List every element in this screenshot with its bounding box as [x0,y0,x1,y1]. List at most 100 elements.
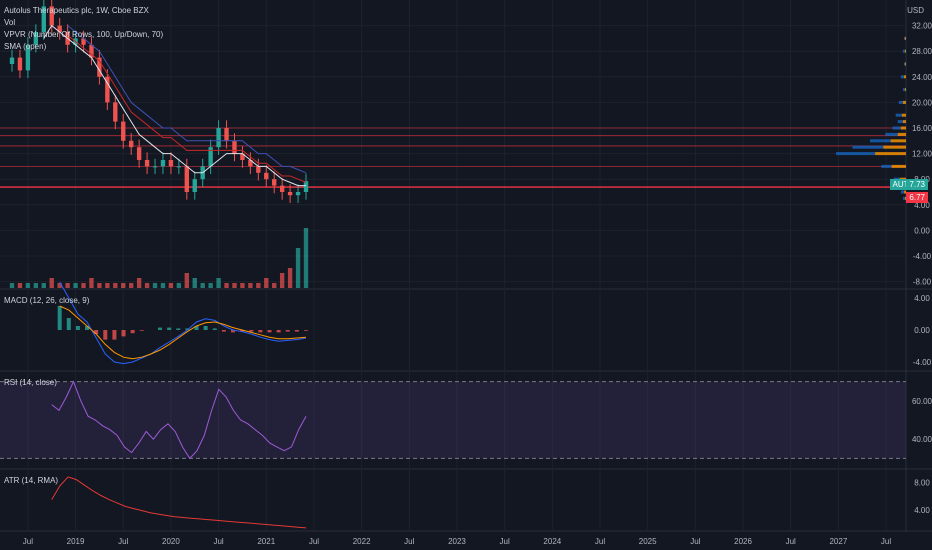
candle-body [121,121,126,141]
volume-bar [9,283,15,288]
candle-body [303,181,309,192]
volume-bar [200,283,205,288]
candle-body [33,32,39,45]
candle-body [113,102,118,122]
candle-body [81,38,86,45]
volume-bar [25,283,31,288]
volume-bar [240,283,245,288]
x-tick-label: 2023 [448,537,466,546]
x-tick-label: 2021 [257,537,275,546]
volume-bar [184,273,189,288]
vpvr-legend: VPVR (Number Of Rows, 100, Up/Down, 70) [4,30,164,39]
last-price-badge: 7.73 [906,179,928,190]
x-tick-label: Jul [690,537,700,546]
candle-body [152,166,158,168]
volume-bar [160,283,166,288]
atr-tick: 4.00 [914,506,930,515]
vpvr-down-bar [904,49,906,53]
candle-body [25,44,31,71]
x-tick-label: Jul [404,537,414,546]
volume-bar [176,283,182,288]
candle-body [97,57,102,77]
volume-bar [224,283,229,288]
vpvr-up-bar [900,190,904,194]
candle-body [216,128,221,148]
volume-bar [105,283,110,288]
macd-histogram-bar [294,330,299,332]
volume-bar [256,283,261,288]
macd-histogram-bar [285,330,290,332]
x-tick-label: Jul [118,537,128,546]
macd-histogram-bar [66,318,71,330]
vpvr-down-bar [904,196,906,200]
macd-histogram-bar [240,330,245,332]
ma-red-line [67,34,307,183]
y-tick-label: 12.00 [912,150,932,159]
y-tick-label: 32.00 [912,22,932,31]
volume-bar [113,283,118,288]
macd-histogram-bar [231,330,236,333]
volume-bar [57,283,62,288]
x-tick-label: 2025 [639,537,657,546]
macd-histogram-bar [212,328,217,330]
x-tick-label: Jul [500,537,510,546]
volume-bar [17,283,23,288]
vpvr-down-bar [902,120,906,124]
vpvr-up-bar [900,75,904,79]
macd-histogram-bar [203,326,208,330]
y-tick-label: 24.00 [912,73,932,82]
candle-body [41,6,46,33]
macd-histogram-bar [185,328,190,330]
macd-histogram-bar [130,330,135,334]
vpvr-up-bar [885,132,898,136]
candle-body [144,160,150,167]
sma-legend: SMA (open) [4,42,47,51]
vpvr-up-bar [902,49,905,53]
volume-bar [121,283,126,288]
macd-histogram-bar [85,326,90,330]
macd-tick: 4.00 [914,294,930,303]
macd-histogram-bar [276,330,281,333]
candle-body [248,160,253,167]
candle-body [240,153,245,160]
volume-bar [89,278,94,288]
y-tick-label: 4.00 [914,201,930,210]
vpvr-down-bar [891,164,906,168]
candle-body [89,44,94,58]
vpvr-down-bar [883,145,906,149]
candle-body [208,147,213,167]
volume-bar [33,283,39,288]
vpvr-up-bar [836,152,876,156]
candle-body [136,147,142,160]
x-tick-label: Jul [881,537,891,546]
x-tick-label: Jul [595,537,605,546]
volume-bar [216,278,221,288]
volume-bar [41,283,46,288]
macd-histogram-bar [304,330,308,331]
volume-bar [65,283,70,288]
macd-histogram-bar [258,330,263,333]
vpvr-down-bar [890,139,906,143]
volume-bar [208,283,213,288]
rsi-band [0,381,906,459]
candle-body [232,140,237,154]
volume-bar [272,283,277,288]
atr-legend: ATR (14, RMA) [4,476,59,485]
volume-bar [287,268,293,288]
vpvr-up-bar [903,62,905,66]
vpvr-up-bar [903,36,905,40]
vpvr-up-bar [869,139,891,143]
vpvr-up-bar [902,88,905,92]
vol-legend: Vol [4,18,16,27]
candle-body [184,166,189,192]
macd-histogram-bar [221,330,226,332]
volume-bar [73,283,78,288]
y-tick-label: 20.00 [912,98,932,107]
rsi-line [51,380,307,460]
candle-body [57,25,62,32]
vpvr-up-bar [881,164,892,168]
volume-bar [248,283,253,288]
x-tick-label: 2022 [353,537,371,546]
macd-histogram-bar [176,328,181,330]
